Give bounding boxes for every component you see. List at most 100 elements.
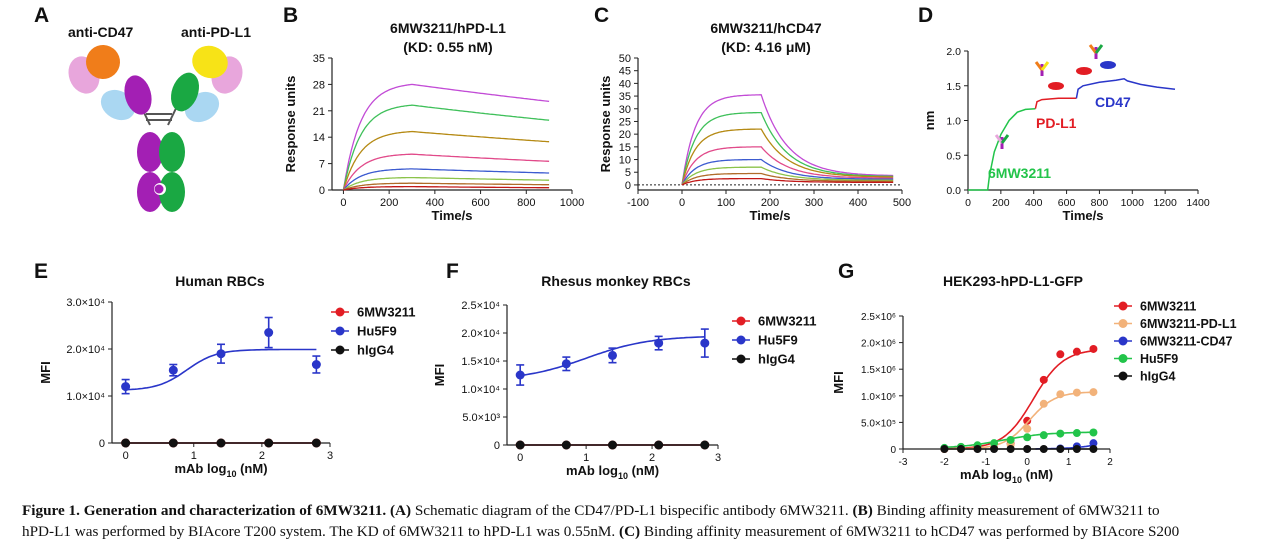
caption-b-text2: hPD-L1 was performed by BIAcore T200 sys… — [22, 523, 620, 540]
data-point-higg4 — [654, 440, 664, 450]
x-tick-label: -3 — [899, 457, 908, 468]
data-point-6mw3211 — [1023, 416, 1032, 425]
y-axis-label: MFI — [831, 371, 846, 393]
y-tick-label: 21 — [313, 106, 325, 118]
data-point-higg4 — [1089, 445, 1098, 453]
sensorgram-curve — [343, 185, 550, 191]
sensorgram-curve — [343, 182, 550, 191]
data-point-hu5f9 — [1023, 433, 1032, 442]
data-point-higg4 — [121, 438, 131, 448]
legend-label: 6MW3211 — [1140, 300, 1196, 314]
data-point-higg4 — [515, 440, 525, 450]
sensorgram-curve — [681, 146, 894, 186]
panel-g-letter: G — [838, 260, 854, 283]
x-axis-label-subscript: 10 — [618, 471, 628, 481]
caption-c-text: Binding affinity measurement of 6MW3211 … — [640, 523, 1180, 540]
caption-a-tag: (A) — [389, 502, 412, 519]
plot-e: 0 1 2 3 0 1.0×10⁴ 2.0×10⁴ 3.0×10⁴ mAb log10 (nM)… — [38, 297, 416, 479]
legend-marker — [1118, 354, 1128, 363]
data-point-higg4 — [956, 445, 965, 453]
bli-trace-segment — [1034, 97, 1077, 109]
legend-label: hIgG4 — [1140, 370, 1175, 384]
legend-marker — [335, 345, 345, 355]
x-tick-label: 0 — [123, 450, 129, 462]
panel-b-kd: (KD: 0.55 nM) — [403, 39, 492, 55]
y-axis-label: MFI — [432, 364, 447, 386]
y-tick-label: 50 — [619, 53, 631, 65]
sensorgram-curve — [681, 111, 894, 186]
data-point-hu5f9 — [1006, 435, 1015, 444]
data-point-higg4 — [1072, 445, 1081, 453]
legend-marker — [1118, 371, 1128, 381]
data-point-higg4 — [608, 440, 617, 450]
x-tick-label: 100 — [717, 197, 735, 209]
data-point-6mw3211-pd-l1 — [1072, 388, 1081, 397]
legend-marker — [1118, 319, 1128, 328]
y-tick-label: 0 — [319, 185, 325, 197]
panel-g-title: HEK293-hPD-L1-GFP — [943, 273, 1083, 289]
data-point-higg4 — [990, 445, 999, 453]
y-tick-label: 1.5×10⁴ — [461, 356, 500, 368]
y-tick-label: 15 — [619, 142, 631, 154]
y-tick-label: 0 — [99, 438, 105, 450]
data-point-hu5f9 — [1039, 431, 1048, 440]
x-tick-label: 0 — [1024, 457, 1030, 468]
label-cd47: CD47 — [1095, 94, 1131, 110]
x-tick-label: 300 — [805, 197, 823, 209]
y-tick-label: 45 — [619, 66, 631, 78]
x-tick-label: 1200 — [1153, 197, 1177, 209]
y-axis-label: nm — [922, 111, 937, 131]
panel-b: B 6MW3211/hPD-L1 (KD: 0.55 nM) 0 200 400 60… — [283, 4, 584, 223]
data-point-6mw3211-cd47 — [1089, 439, 1098, 448]
x-axis-label-subscript: 10 — [226, 469, 236, 479]
legend-label: 6MW3211-CD47 — [1140, 335, 1232, 349]
panel-c-kd: (KD: 4.16 μM) — [721, 39, 810, 55]
plot-f: 0 1 2 3 0 5.0×10³ 1.0×10⁴ 1.5×10⁴ 2.0×10⁴ 2.5×10⁴… — [432, 300, 817, 481]
sensorgram-curve — [681, 128, 894, 186]
legend-marker — [335, 307, 345, 317]
plot-g: -3 -2 -1 0 1 2 0 5.0×10⁵ 1.0×10⁶ 1.5×10⁶ 2.0×10⁶ 2.… — [831, 300, 1237, 486]
x-tick-label: 3 — [327, 450, 333, 462]
sensorgram-curve — [681, 158, 894, 186]
data-point-6mw3211 — [1072, 347, 1081, 356]
plot-c: -100 0 100 200 300 400 50005101520253035404550… — [598, 53, 911, 223]
panel-a: A anti-CD47 anti-PD-L1 — [34, 4, 251, 212]
x-tick-label: 2 — [1107, 457, 1113, 468]
data-point-6mw3211-pd-l1 — [1056, 390, 1065, 399]
panel-d: D 0 200 400 600 800 1000 1200 1400 0.0 0.5 1.0 1.5 2… — [918, 4, 1210, 223]
legend-marker — [736, 354, 746, 364]
legend-label: 6MW3211 — [758, 314, 817, 329]
data-point-6mw3211 — [1039, 375, 1048, 384]
antibody-schematic-icon — [68, 45, 243, 212]
data-point-hu5f9 — [515, 370, 525, 380]
legend-label: Hu5F9 — [758, 333, 798, 348]
data-point-higg4 — [1023, 445, 1032, 453]
legend-marker — [736, 335, 746, 345]
panel-b-letter: B — [283, 4, 298, 27]
x-axis-label: mAb log10 (nM) — [960, 467, 1053, 485]
y-axis-label: MFI — [38, 361, 53, 383]
data-point-higg4 — [1056, 445, 1065, 453]
panel-e-title: Human RBCs — [175, 273, 265, 289]
panel-g: G HEK293-hPD-L1-GFP -3 -2 -1 0 1 2 0 5.0×10⁵ 1.0… — [831, 260, 1237, 485]
data-point-hu5f9 — [1089, 428, 1098, 437]
y-tick-label: 1.0×10⁶ — [861, 392, 896, 403]
data-point-hu5f9 — [561, 359, 571, 369]
anti-cd47-label: anti-CD47 — [68, 24, 134, 40]
y-tick-label: 0 — [494, 440, 500, 452]
y-tick-label: 10 — [619, 155, 631, 167]
x-tick-label: 3 — [715, 452, 721, 464]
caption-line-1: Figure 1. Generation and characterizatio… — [22, 500, 1270, 521]
y-tick-label: 0 — [625, 180, 631, 192]
label-6mw3211: 6MW3211 — [988, 165, 1051, 181]
anti-pdl1-label: anti-PD-L1 — [181, 24, 251, 40]
x-tick-label: 2 — [259, 450, 265, 462]
y-tick-label: 0.5 — [946, 150, 961, 162]
data-point-hu5f9 — [1056, 429, 1065, 438]
sensorgram-curve — [343, 176, 550, 191]
x-tick-label: 800 — [517, 197, 535, 209]
data-point-6mw3211-pd-l1 — [1089, 388, 1098, 397]
x-tick-label: 1000 — [1121, 197, 1145, 209]
panel-e: E Human RBCs 0 1 2 3 0 1.0×10⁴ 2.0×10⁴ 3.0×10⁴ m… — [34, 260, 416, 479]
data-point-higg4 — [1039, 445, 1048, 453]
